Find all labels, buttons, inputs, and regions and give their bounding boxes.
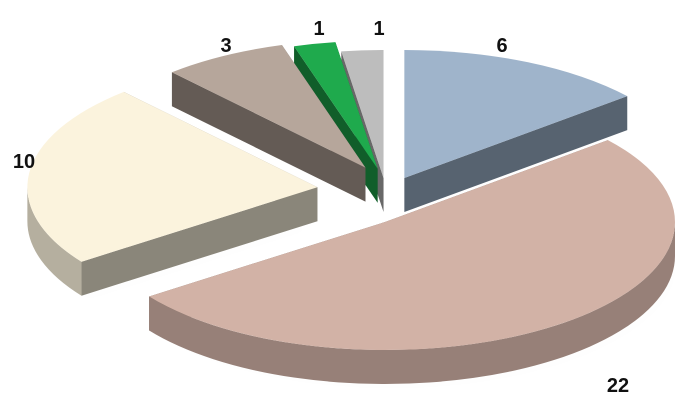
slices-layer <box>27 42 676 384</box>
slice-top <box>27 91 318 262</box>
slice-side-wall <box>404 96 628 213</box>
slice-rim <box>27 187 82 296</box>
labels-layer: 6 22 10 3 1 1 <box>13 18 629 397</box>
slice-rim <box>149 222 675 384</box>
pie-slice <box>149 140 676 384</box>
pie-slice <box>404 50 628 213</box>
pie-slice <box>27 91 318 296</box>
pie-slice <box>171 45 366 202</box>
slice-label: 22 <box>607 375 629 397</box>
slice-top <box>294 42 378 169</box>
slice-top <box>404 50 628 179</box>
slice-label: 10 <box>13 151 35 173</box>
slice-label: 1 <box>313 18 324 40</box>
slice-side-wall <box>171 72 366 202</box>
slice-label: 1 <box>373 18 384 40</box>
slice-label: 6 <box>496 35 507 57</box>
slice-label: 3 <box>220 35 231 57</box>
slice-side-wall <box>81 187 318 296</box>
slice-top <box>149 140 676 351</box>
slice-top <box>171 45 366 168</box>
slice-top <box>341 50 384 179</box>
